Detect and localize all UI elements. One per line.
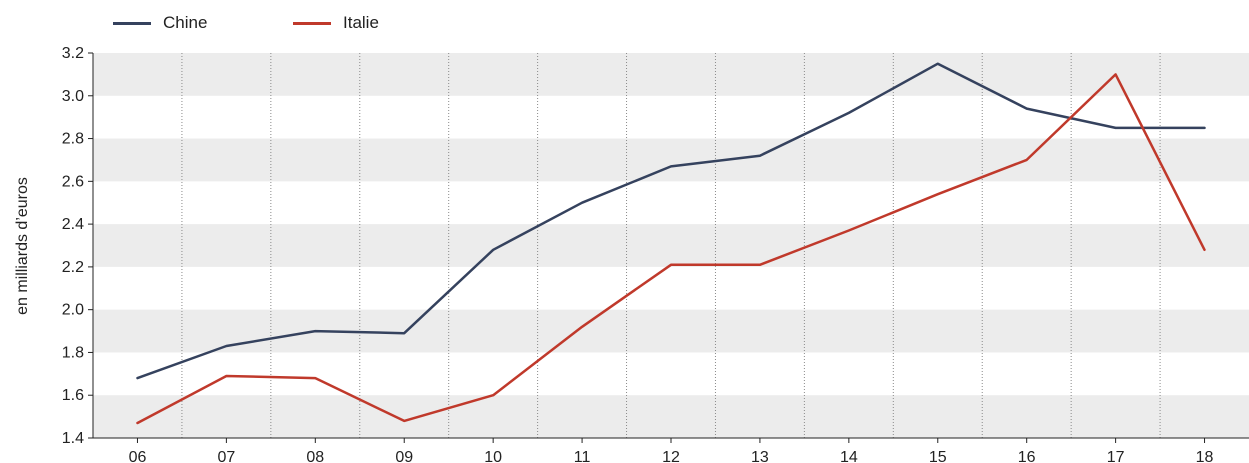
y-tick-label: 2.2 — [62, 259, 84, 276]
x-tick-label: 09 — [395, 449, 413, 463]
x-tick-label: 12 — [662, 449, 680, 463]
y-tick-label: 2.6 — [62, 173, 84, 190]
grid-bands — [93, 53, 1249, 438]
grid-band — [93, 53, 1249, 96]
x-tick-label: 07 — [217, 449, 235, 463]
x-tick-label: 11 — [574, 449, 591, 463]
legend-item-chine: Chine — [113, 10, 207, 36]
y-tick-label: 3.0 — [62, 88, 84, 105]
grid-band — [93, 138, 1249, 182]
x-tick-label: 18 — [1196, 449, 1214, 463]
grid-band — [93, 309, 1249, 353]
x-tick-label: 17 — [1107, 449, 1125, 463]
x-tick-label: 16 — [1018, 449, 1036, 463]
x-tick-label: 06 — [129, 449, 147, 463]
series-lines — [136, 62, 1206, 425]
y-tick-label: 1.8 — [62, 344, 84, 361]
grid-band — [93, 395, 1249, 438]
y-axis-title: en milliards d’euros — [14, 177, 31, 315]
vertical-gridlines — [181, 53, 1161, 438]
legend-label-italie: Italie — [343, 13, 379, 32]
x-tick-label: 10 — [484, 449, 502, 463]
legend-swatch-italie — [293, 21, 331, 25]
legend-item-italie: Italie — [293, 10, 379, 36]
y-tick-label: 1.6 — [62, 387, 84, 404]
series-line-chine — [136, 62, 1206, 380]
axes — [88, 52, 1249, 443]
x-tick-label: 14 — [840, 449, 858, 463]
y-tick-label: 2.4 — [62, 216, 84, 233]
grid-band — [93, 224, 1249, 267]
y-tick-label: 2.8 — [62, 131, 84, 148]
x-tick-label: 15 — [929, 449, 947, 463]
y-tick-label: 1.4 — [62, 430, 84, 447]
legend-label-chine: Chine — [163, 13, 208, 32]
x-tick-label: 13 — [751, 449, 769, 463]
y-tick-label: 3.2 — [62, 45, 84, 62]
legend-swatch-chine — [113, 21, 151, 25]
x-tick-labels: 06 07 08 09 10 11 12 13 14 15 16 17 18 — [129, 449, 1214, 463]
x-tick-label: 08 — [306, 449, 324, 463]
y-tick-label: 2.0 — [62, 302, 84, 319]
series-line-italie — [136, 73, 1206, 425]
y-tick-labels: 1.4 1.6 1.8 2.0 2.2 2.4 2.6 2.8 3.0 3.2 — [62, 45, 84, 447]
